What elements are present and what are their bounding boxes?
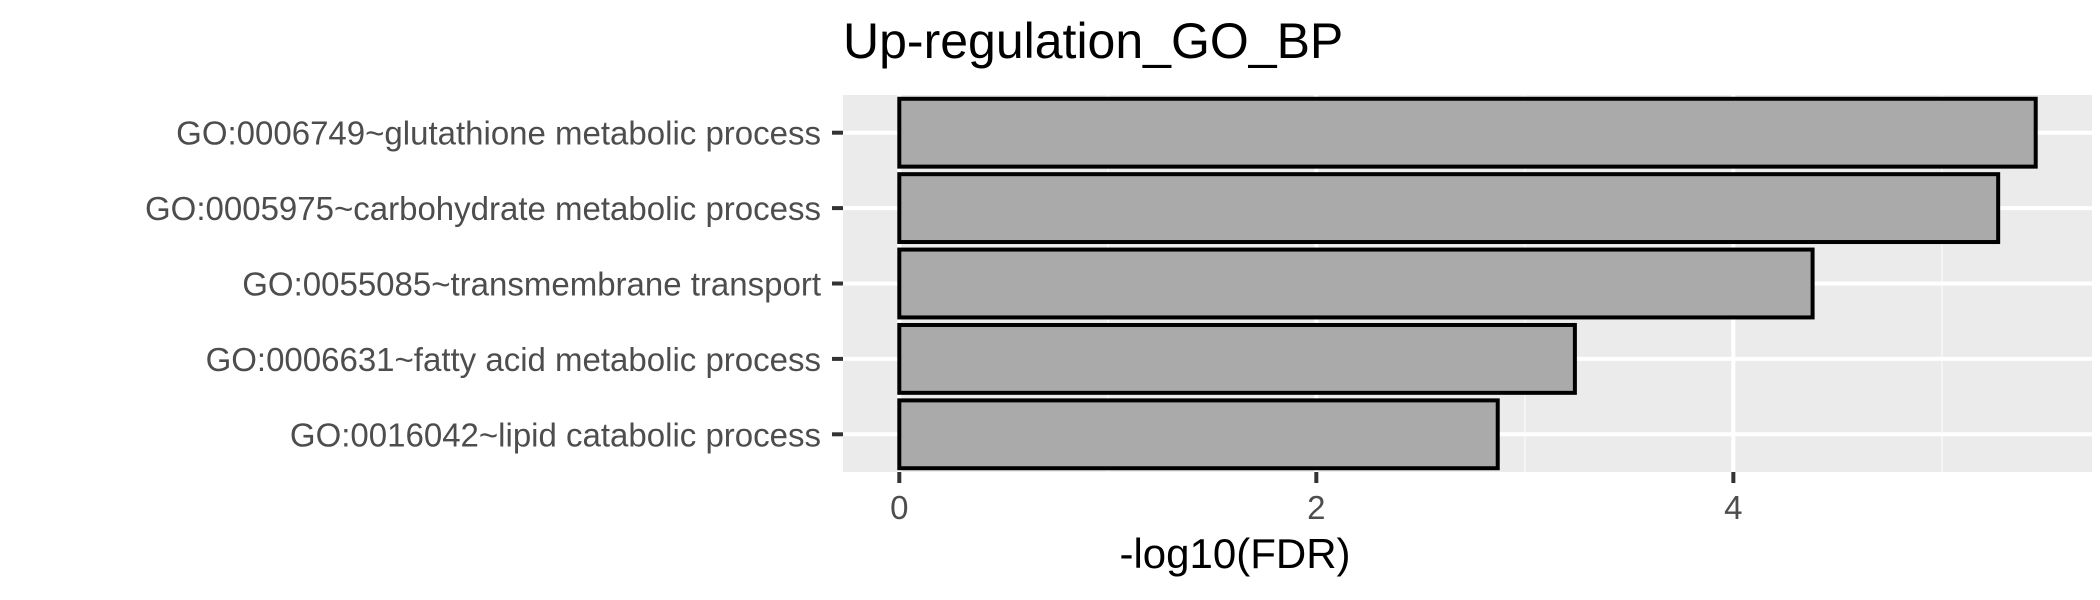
x-axis: 0 2 4 <box>890 472 1743 526</box>
x-axis-title: -log10(FDR) <box>1119 530 1350 577</box>
bar <box>897 172 2001 245</box>
bar <box>897 96 2038 169</box>
x-tick-label: 4 <box>1724 489 1742 526</box>
x-tick-label: 2 <box>1307 489 1325 526</box>
bar <box>897 247 1815 320</box>
y-tick-label: GO:0016042~lipid catabolic process <box>290 416 821 453</box>
bar <box>897 398 1500 471</box>
y-tick-label: GO:0055085~transmembrane transport <box>242 266 821 303</box>
bar <box>897 322 1577 395</box>
y-tick-label: GO:0006631~fatty acid metabolic process <box>206 341 821 378</box>
y-axis: GO:0006749~glutathione metabolic process… <box>145 115 843 453</box>
chart-title: Up-regulation_GO_BP <box>843 13 1343 69</box>
y-tick-label: GO:0005975~carbohydrate metabolic proces… <box>145 190 821 227</box>
bars <box>897 96 2038 471</box>
x-tick-label: 0 <box>890 489 908 526</box>
y-tick-label: GO:0006749~glutathione metabolic process <box>176 115 821 152</box>
